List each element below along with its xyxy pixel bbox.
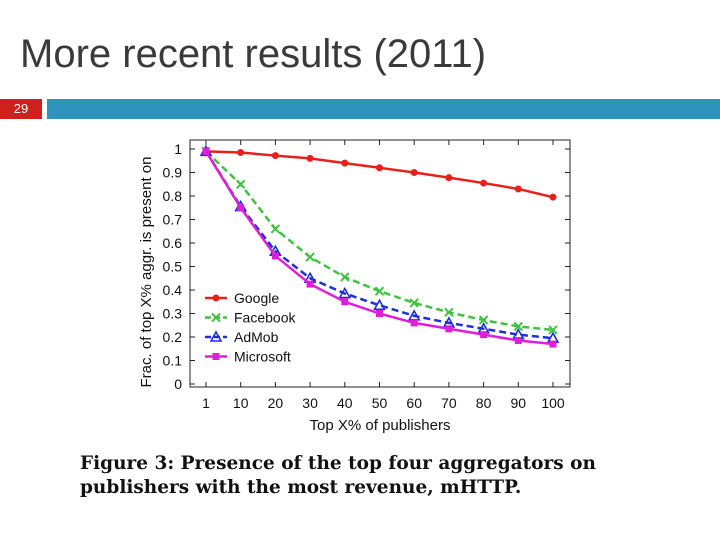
legend-label: Facebook — [234, 310, 296, 326]
data-point-facebook — [305, 252, 315, 262]
y-axis-label: Frac. of top X% aggr. is present on — [138, 157, 155, 388]
chart-legend: Google Facebook AdMob Microsoft — [205, 290, 296, 365]
x-tick-label: 50 — [372, 395, 388, 411]
data-point-microsoft — [202, 147, 210, 155]
x-tick-label: 40 — [337, 395, 353, 411]
x-tick-label: 10 — [233, 395, 249, 411]
data-point-admob — [373, 298, 386, 311]
y-tick-label: 0.3 — [163, 306, 183, 322]
series-line-admob — [204, 150, 554, 340]
slide-title: More recent results (2011) — [20, 32, 487, 76]
series-google — [202, 147, 557, 201]
y-tick-label: 0.6 — [163, 235, 183, 251]
x-tick-label: 30 — [302, 395, 318, 411]
y-tick-label: 0.4 — [163, 282, 183, 298]
data-point-google — [271, 152, 279, 160]
x-tick-label: 1 — [202, 395, 210, 411]
data-point-facebook — [513, 321, 524, 332]
x-tick-label: 90 — [511, 395, 527, 411]
data-point-microsoft — [237, 204, 245, 212]
legend-label: Google — [234, 290, 279, 306]
y-tick-label: 0.1 — [163, 353, 183, 369]
data-point-facebook — [444, 307, 454, 318]
data-point-facebook — [478, 315, 489, 325]
series-facebook — [201, 146, 558, 335]
legend-item-microsoft: Microsoft — [205, 349, 291, 365]
data-point-google — [306, 154, 314, 162]
x-tick-label: 70 — [441, 395, 457, 411]
y-tick-label: 0.9 — [163, 165, 183, 181]
chart-axes: 0 0.1 0.2 0.3 0.4 0.5 0.6 0.7 0.8 0.9 1 1 10 20 30 40 50… — [163, 139, 571, 411]
y-tick-label: 0 — [174, 376, 182, 392]
data-point-microsoft — [549, 340, 557, 348]
data-point-microsoft — [480, 331, 488, 339]
data-point-facebook — [235, 179, 246, 189]
data-point-facebook — [270, 224, 281, 234]
data-point-facebook — [409, 298, 419, 308]
figure-caption: Figure 3: Presence of the top four aggre… — [80, 452, 660, 500]
data-point-facebook — [374, 286, 385, 296]
data-point-google — [410, 169, 418, 176]
legend-marker — [209, 330, 223, 342]
legend-label: Microsoft — [234, 349, 291, 365]
data-point-microsoft — [410, 319, 418, 327]
slide-number: 29 — [0, 99, 42, 119]
chart-series — [199, 144, 560, 348]
y-tick-label: 0.5 — [163, 259, 183, 275]
y-tick-label: 0.2 — [163, 329, 183, 345]
data-point-google — [514, 185, 522, 193]
legend-marker — [212, 294, 220, 302]
data-point-microsoft — [341, 298, 349, 306]
data-point-facebook — [548, 325, 558, 335]
data-point-google — [376, 164, 383, 172]
x-tick-label: 80 — [476, 395, 492, 411]
series-line-google — [205, 150, 554, 199]
data-point-microsoft — [445, 325, 453, 333]
caption-line-2: publishers with the most revenue, mHTTP. — [80, 477, 522, 498]
x-tick-label: 100 — [541, 395, 565, 411]
data-point-google — [480, 179, 488, 187]
data-point-admob — [338, 286, 352, 299]
x-tick-label: 60 — [406, 395, 422, 411]
legend-item-facebook: Facebook — [205, 310, 296, 326]
data-point-microsoft — [306, 280, 314, 288]
data-point-google — [549, 193, 557, 201]
y-tick-label: 1 — [174, 141, 182, 157]
caption-line-1: Figure 3: Presence of the top four aggre… — [80, 453, 596, 474]
legend-marker — [212, 353, 220, 360]
title-bar — [47, 99, 720, 119]
data-point-microsoft — [376, 310, 383, 317]
legend-item-admob: AdMob — [205, 329, 279, 345]
data-point-facebook — [340, 272, 350, 282]
x-tick-label: 20 — [268, 395, 284, 411]
data-point-google — [237, 149, 245, 157]
data-point-google — [341, 159, 349, 167]
x-axis-label: Top X% of publishers — [310, 417, 451, 434]
data-point-microsoft — [271, 252, 279, 260]
legend-label: AdMob — [234, 329, 279, 345]
series-microsoft — [202, 147, 557, 348]
legend-item-google: Google — [205, 290, 279, 306]
data-point-google — [445, 174, 453, 182]
data-point-microsoft — [514, 337, 522, 345]
y-tick-label: 0.7 — [163, 212, 183, 228]
legend-marker — [211, 312, 221, 323]
y-tick-label: 0.8 — [163, 188, 183, 204]
